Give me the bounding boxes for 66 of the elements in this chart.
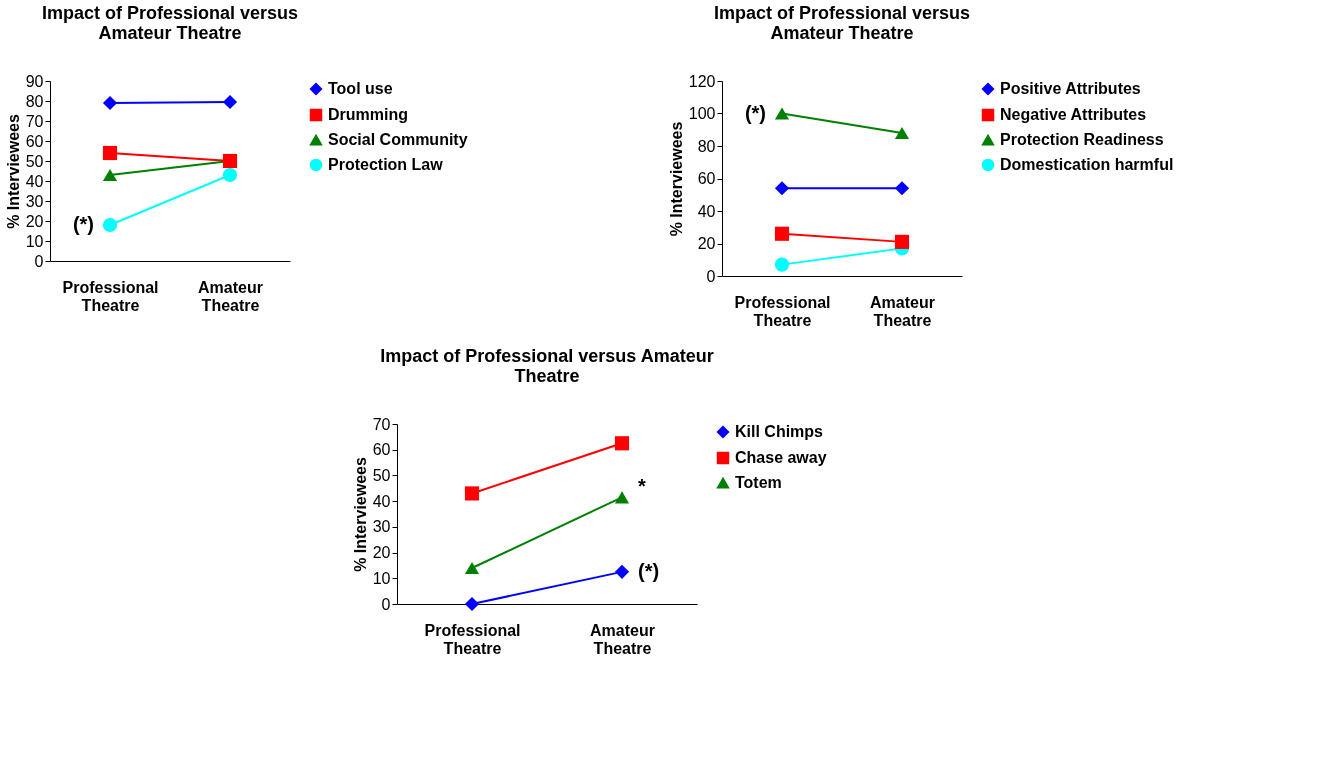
y-tick-label: 10	[372, 569, 391, 587]
legend-label: Kill Chimps	[735, 423, 824, 440]
annotation: (*)	[638, 559, 660, 582]
y-tick-label: 120	[688, 72, 716, 90]
y-tick-label: 60	[697, 170, 716, 187]
legend-label: Tool use	[328, 80, 393, 97]
y-tick-label: 40	[25, 172, 44, 190]
y-tick-label: 0	[34, 252, 44, 270]
y-tick-label: 80	[697, 137, 716, 155]
x-tick-label: Professional Theatre	[62, 278, 159, 314]
x-tick-label: Amateur Theatre	[198, 278, 263, 314]
y-tick-label: 90	[25, 72, 44, 90]
y-axis-title: % Interviewees	[4, 114, 22, 229]
point	[222, 94, 238, 110]
point	[464, 596, 480, 612]
y-tick-label: 20	[25, 212, 44, 230]
legend-label: Social Community	[328, 131, 468, 148]
annotation: (*)	[744, 101, 766, 124]
chart-title: Impact of Professional versus Amateur Theatre	[41, 3, 299, 43]
y-tick-label: 80	[25, 92, 44, 110]
legend-label: Protection Readiness	[1000, 131, 1164, 148]
y-tick-label: 50	[372, 466, 391, 484]
y-axis-title: % Interviewees	[351, 457, 369, 572]
chart-title: Impact of Professional versus Amateur Theatre	[713, 3, 971, 43]
y-tick-label: 0	[706, 267, 716, 285]
point	[614, 436, 630, 451]
point	[102, 95, 118, 111]
point	[614, 564, 630, 579]
point	[464, 486, 480, 501]
point	[102, 145, 118, 161]
x-tick-label: Amateur Theatre	[870, 293, 935, 329]
y-tick-label: 20	[372, 544, 391, 562]
point	[774, 257, 790, 272]
y-tick-label: 10	[25, 232, 44, 250]
legend-label: Positive Attributes	[1000, 80, 1141, 97]
y-tick-label: 30	[25, 192, 44, 210]
legend-label: Totem	[735, 474, 782, 491]
y-tick-label: 20	[697, 235, 716, 252]
y-tick-label: 60	[372, 441, 391, 459]
y-tick-label: 0	[381, 595, 391, 613]
y-tick-label: 70	[372, 415, 391, 433]
legend-label: Protection Law	[328, 156, 444, 173]
point	[894, 181, 910, 196]
point	[774, 181, 790, 196]
y-tick-label: 30	[372, 518, 391, 536]
y-tick-label: 60	[25, 132, 44, 150]
y-tick-label: 40	[697, 202, 716, 220]
annotation: *	[638, 475, 646, 498]
point	[222, 167, 238, 183]
x-tick-label: Professional Theatre	[424, 621, 521, 657]
chart-title: Impact of Professional versus Amateur Theatre	[380, 346, 714, 386]
x-tick-label: Amateur Theatre	[590, 621, 655, 657]
x-tick-label: Professional Theatre	[734, 293, 831, 329]
point	[102, 217, 118, 233]
point	[774, 226, 790, 241]
legend-label: Chase away	[735, 449, 827, 466]
y-axis-title: % Interviewees	[667, 121, 685, 237]
legend-label: Domestication harmful	[1000, 156, 1174, 173]
y-tick-label: 70	[25, 112, 44, 130]
y-tick-label: 50	[25, 152, 44, 170]
legend-label: Negative Attributes	[1000, 106, 1147, 123]
y-tick-label: 40	[372, 492, 391, 510]
annotation: (*)	[72, 213, 94, 235]
y-tick-label: 100	[688, 105, 716, 122]
legend-label: Drumming	[328, 106, 408, 123]
point	[894, 234, 910, 249]
